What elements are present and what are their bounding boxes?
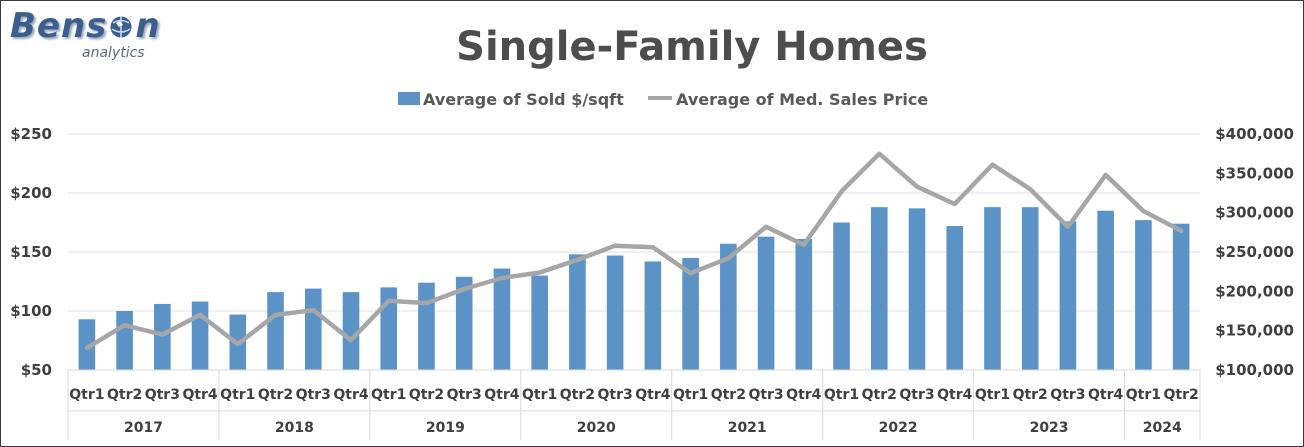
y-axis-left: $50 $100 $150 $200 $250: [10, 125, 52, 379]
x-category-label: Qtr3: [1050, 387, 1085, 403]
y-left-tick-label: $50: [21, 361, 52, 379]
x-category-label: Qtr1: [522, 387, 557, 403]
bar: [606, 255, 624, 370]
y-right-tick-label: $350,000: [1215, 164, 1294, 182]
x-year-label: 2024: [1143, 420, 1182, 436]
x-category-label: Qtr4: [786, 387, 821, 403]
x-year-label: 2018: [275, 420, 314, 436]
bar: [304, 288, 322, 370]
x-category-label: Qtr2: [560, 387, 595, 403]
x-category-label: Qtr2: [711, 387, 746, 403]
x-category-label: Qtr2: [258, 387, 293, 403]
bar: [757, 236, 775, 370]
bar: [833, 222, 850, 370]
x-category-label: Qtr1: [220, 387, 255, 403]
x-year-label: 2020: [577, 420, 616, 436]
y-left-tick-label: $150: [10, 243, 52, 261]
x-category-label: Qtr1: [975, 387, 1010, 403]
bar: [946, 226, 964, 370]
x-year-label: 2023: [1030, 420, 1069, 436]
logo-wordmark: Bens n: [10, 6, 161, 46]
globe-icon: [110, 16, 132, 38]
bar: [116, 311, 133, 370]
bar: [493, 268, 511, 370]
y-right-tick-label: $300,000: [1215, 204, 1294, 222]
bar: [795, 239, 813, 370]
x-category-label: Qtr2: [862, 387, 897, 403]
x-category-label: Qtr1: [371, 387, 406, 403]
y-right-tick-label: $200,000: [1215, 282, 1294, 300]
logo-subtitle: analytics: [82, 45, 145, 61]
bar: [342, 292, 360, 370]
benson-analytics-logo: Bens n analytics: [10, 6, 160, 68]
median-price-line: [84, 151, 1184, 351]
y-right-tick-label: $150,000: [1215, 322, 1294, 340]
bar: [644, 261, 662, 370]
x-category-label: Qtr4: [937, 387, 972, 403]
x-category-label: Qtr1: [69, 387, 104, 403]
bar: [1172, 223, 1190, 370]
x-axis: Qtr1 Qtr2 Qtr3 Qtr4 Qtr1 Qtr2 Qtr3 Qtr4 Qtr1 Qtr2…: [67, 369, 1201, 440]
x-category-label: Qtr3: [296, 387, 331, 403]
bar: [455, 276, 473, 370]
bar-series: [78, 207, 1190, 370]
x-category-label: Qtr1: [673, 387, 708, 403]
x-year-label: 2022: [879, 420, 918, 436]
x-category-label: Qtr4: [635, 387, 670, 403]
bar: [1135, 220, 1152, 370]
x-category-label: Qtr3: [447, 387, 482, 403]
bar: [720, 243, 737, 370]
x-category-label: Qtr1: [1126, 387, 1161, 403]
x-category-label: Qtr3: [748, 387, 783, 403]
legend-bar-label: Average of Sold $/sqft: [423, 90, 624, 109]
x-category-label: Qtr2: [1013, 387, 1048, 403]
line-series: [84, 151, 1184, 351]
y-right-tick-label: $250,000: [1215, 243, 1294, 261]
x-category-label: Qtr3: [598, 387, 633, 403]
logo-text-suffix: n: [135, 6, 161, 46]
bar: [267, 292, 284, 370]
bar: [870, 207, 888, 370]
y-right-tick-label: $100,000: [1215, 361, 1294, 379]
bar: [1097, 210, 1114, 370]
logo-text-prefix: Bens: [10, 6, 108, 46]
y-left-tick-label: $100: [10, 302, 52, 320]
x-category-label: Qtr1: [824, 387, 859, 403]
x-category-label: Qtr4: [1088, 387, 1123, 403]
x-category-label: Qtr2: [409, 387, 444, 403]
bar: [418, 282, 435, 370]
x-year-label: 2017: [124, 420, 163, 436]
bar: [984, 207, 1001, 370]
bar: [154, 303, 171, 370]
bar: [682, 257, 699, 370]
bar: [78, 319, 96, 370]
legend-line-label: Average of Med. Sales Price: [676, 90, 928, 109]
bar: [569, 254, 586, 370]
x-category-label: Qtr2: [107, 387, 142, 403]
x-year-label: 2021: [728, 420, 767, 436]
x-category-label: Qtr2: [1164, 387, 1199, 403]
x-category-label: Qtr3: [145, 387, 180, 403]
y-left-tick-label: $200: [10, 184, 52, 202]
bar: [191, 301, 209, 370]
x-category-label: Qtr4: [333, 387, 368, 403]
y-right-tick-label: $400,000: [1215, 125, 1294, 143]
bar: [908, 208, 926, 370]
y-left-tick-label: $250: [10, 125, 52, 143]
legend-bar-swatch: [398, 92, 420, 105]
x-category-label: Qtr4: [182, 387, 217, 403]
y-axis-right: $100,000 $150,000 $200,000 $250,000 $300,000…: [1215, 125, 1294, 379]
legend: Average of Sold $/sqft Average of Med. S…: [398, 90, 928, 109]
bar: [531, 275, 548, 370]
bar: [1059, 221, 1077, 370]
x-category-label: Qtr4: [484, 387, 519, 403]
bar: [1021, 207, 1039, 370]
x-year-label: 2019: [426, 420, 465, 436]
x-category-label: Qtr3: [899, 387, 934, 403]
chart-title: Single-Family Homes: [456, 24, 928, 70]
